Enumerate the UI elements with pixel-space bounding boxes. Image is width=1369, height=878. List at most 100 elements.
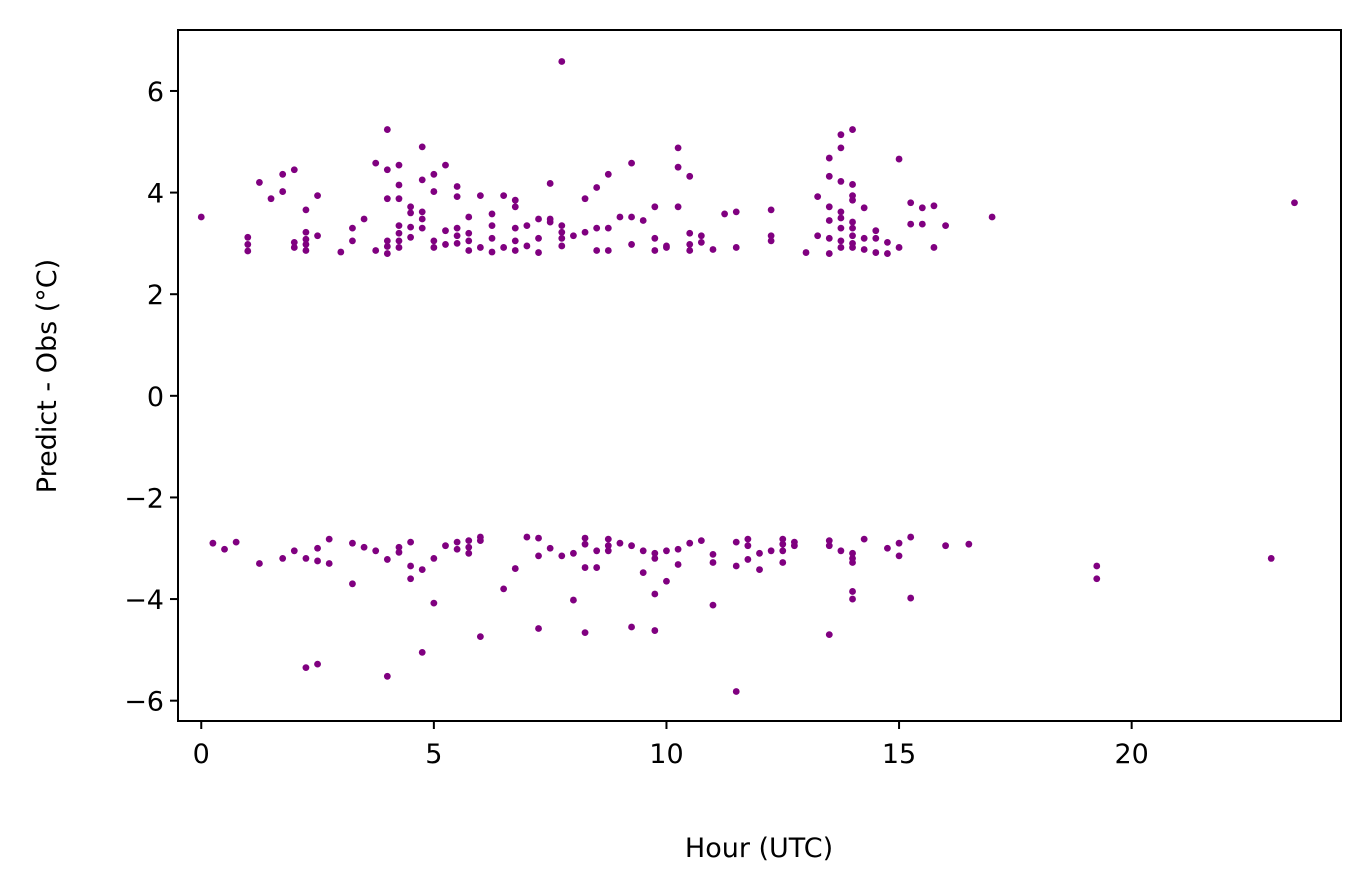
data-point bbox=[581, 540, 589, 548]
data-point bbox=[430, 188, 438, 195]
data-point bbox=[383, 237, 391, 245]
data-point bbox=[1093, 562, 1101, 570]
data-point bbox=[395, 548, 403, 556]
data-point bbox=[639, 217, 647, 224]
data-point bbox=[290, 166, 298, 174]
data-point bbox=[302, 241, 310, 248]
data-point bbox=[674, 163, 682, 171]
y-tick-label: 2 bbox=[147, 280, 164, 311]
data-point bbox=[279, 555, 287, 562]
data-point bbox=[651, 627, 659, 634]
data-point bbox=[837, 131, 845, 139]
data-point bbox=[779, 535, 787, 543]
data-point bbox=[418, 143, 426, 151]
data-point bbox=[895, 155, 903, 163]
data-point bbox=[837, 178, 845, 185]
y-tick-label: −6 bbox=[124, 687, 164, 718]
data-point bbox=[593, 224, 601, 232]
data-point bbox=[849, 559, 856, 566]
data-point bbox=[965, 540, 973, 548]
data-point bbox=[453, 193, 461, 201]
data-point bbox=[837, 237, 845, 245]
data-point bbox=[465, 229, 473, 237]
data-point bbox=[767, 237, 775, 245]
data-point bbox=[570, 596, 577, 604]
data-point bbox=[988, 213, 996, 221]
data-point bbox=[430, 237, 438, 245]
data-point bbox=[279, 170, 287, 178]
data-point bbox=[895, 552, 903, 560]
data-point bbox=[825, 542, 833, 550]
data-point bbox=[383, 672, 391, 680]
data-point bbox=[453, 232, 461, 240]
data-point bbox=[395, 543, 403, 551]
data-point bbox=[476, 244, 484, 251]
data-point bbox=[430, 599, 438, 607]
data-point bbox=[476, 533, 484, 541]
data-point bbox=[651, 247, 659, 254]
data-point bbox=[604, 535, 612, 543]
data-point bbox=[488, 248, 496, 256]
y-tick-label: 4 bbox=[147, 179, 164, 210]
data-point bbox=[767, 232, 775, 240]
data-point bbox=[465, 543, 473, 551]
data-point bbox=[686, 172, 694, 180]
data-point bbox=[732, 538, 740, 546]
data-point bbox=[349, 580, 356, 588]
data-point bbox=[349, 224, 356, 232]
data-point bbox=[907, 199, 915, 207]
data-point bbox=[709, 246, 717, 253]
data-point bbox=[465, 213, 473, 221]
x-tick-label: 10 bbox=[649, 739, 683, 770]
data-point bbox=[570, 549, 577, 557]
data-point bbox=[302, 235, 310, 243]
x-axis-label: Hour (UTC) bbox=[685, 833, 833, 864]
data-point bbox=[651, 203, 659, 211]
data-point bbox=[302, 247, 310, 254]
y-axis-label: Predict - Obs (°C) bbox=[32, 259, 63, 493]
data-point bbox=[663, 547, 670, 555]
data-point bbox=[790, 542, 798, 550]
data-point bbox=[244, 241, 252, 248]
data-point bbox=[546, 180, 554, 187]
data-point bbox=[465, 537, 473, 545]
data-point bbox=[314, 232, 321, 240]
data-point bbox=[593, 564, 601, 571]
data-point bbox=[290, 238, 298, 246]
data-point bbox=[453, 538, 461, 546]
data-point bbox=[732, 244, 740, 251]
data-point bbox=[395, 222, 403, 230]
data-point bbox=[256, 560, 263, 567]
data-point bbox=[1093, 575, 1101, 583]
data-point bbox=[628, 213, 635, 221]
data-point bbox=[535, 234, 542, 242]
data-point bbox=[860, 234, 868, 242]
data-point bbox=[860, 535, 868, 543]
data-point bbox=[825, 203, 833, 211]
data-point bbox=[860, 204, 868, 212]
data-point bbox=[674, 144, 682, 152]
data-point bbox=[197, 213, 205, 221]
data-point bbox=[442, 241, 449, 248]
data-point bbox=[1267, 555, 1275, 562]
data-point bbox=[744, 542, 752, 550]
data-point bbox=[418, 215, 426, 223]
data-point bbox=[849, 595, 856, 603]
data-point bbox=[407, 562, 414, 570]
data-point bbox=[256, 179, 263, 186]
data-point bbox=[453, 239, 461, 247]
data-point bbox=[418, 649, 426, 656]
data-point bbox=[918, 220, 926, 228]
x-axis-ticks: 0 5 10 15 20 bbox=[193, 721, 1149, 770]
data-point bbox=[779, 540, 787, 548]
data-point bbox=[244, 233, 252, 241]
data-point bbox=[488, 210, 496, 218]
y-axis-ticks: −6 −4 −2 0 2 4 6 bbox=[124, 77, 178, 718]
data-point bbox=[581, 564, 589, 571]
data-point bbox=[837, 547, 845, 555]
data-point bbox=[744, 556, 752, 563]
data-point bbox=[604, 224, 612, 232]
data-point bbox=[407, 233, 414, 241]
data-point bbox=[430, 555, 438, 562]
data-point bbox=[511, 247, 519, 254]
